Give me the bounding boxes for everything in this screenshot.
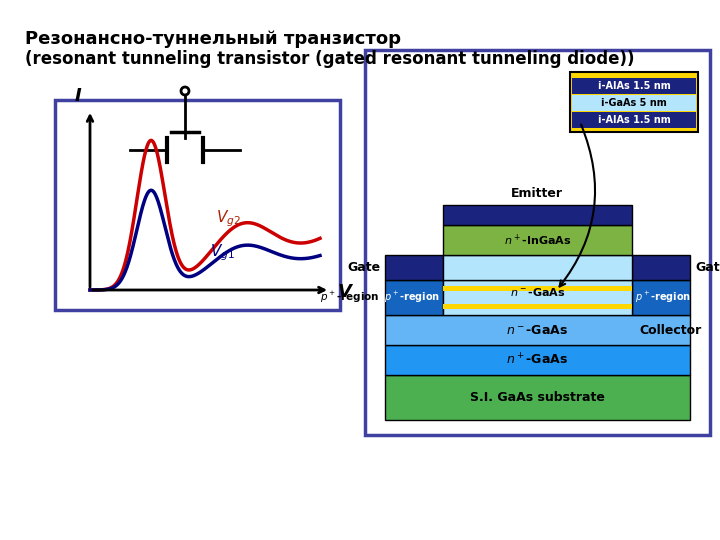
Text: $V_{g2}$: $V_{g2}$ — [217, 208, 241, 229]
Text: Gate: Gate — [695, 261, 720, 274]
Text: (resonant tunneling transistor (gated resonant tunneling diode)): (resonant tunneling transistor (gated re… — [25, 50, 634, 68]
Bar — [385, 315, 690, 345]
Bar — [443, 304, 632, 309]
Bar — [632, 280, 690, 315]
Text: $n^+$-GaAs: $n^+$-GaAs — [506, 352, 568, 368]
Text: $p^+$-region: $p^+$-region — [320, 290, 380, 305]
Text: Collector: Collector — [640, 323, 702, 336]
Text: V: V — [338, 283, 352, 301]
Bar — [365, 50, 710, 435]
Bar — [632, 255, 690, 280]
Text: Emitter: Emitter — [511, 187, 563, 200]
Bar — [385, 280, 443, 315]
Polygon shape — [185, 138, 203, 162]
Bar — [385, 345, 690, 375]
Text: Резонансно-туннельный транзистор: Резонансно-туннельный транзистор — [25, 30, 401, 48]
Text: i-GaAs 5 nm: i-GaAs 5 nm — [601, 98, 667, 108]
Bar — [572, 78, 696, 94]
Text: I: I — [75, 87, 81, 105]
Bar — [385, 255, 443, 280]
Text: $p^+$-region: $p^+$-region — [635, 290, 691, 305]
Text: $n^-$-GaAs: $n^-$-GaAs — [510, 287, 565, 299]
Bar — [570, 72, 698, 132]
Polygon shape — [167, 138, 185, 162]
Bar — [572, 95, 696, 111]
Text: S.I. GaAs substrate: S.I. GaAs substrate — [469, 391, 604, 404]
Text: $n^+$-InGaAs: $n^+$-InGaAs — [504, 232, 571, 248]
Text: $n^-$-GaAs: $n^-$-GaAs — [506, 323, 568, 336]
Bar — [572, 112, 696, 128]
Bar — [385, 375, 690, 420]
Text: Gate: Gate — [347, 261, 380, 274]
Bar — [443, 255, 632, 280]
Bar — [443, 225, 632, 255]
Bar — [55, 100, 340, 310]
Bar — [443, 286, 632, 291]
Text: i-AlAs 1.5 nm: i-AlAs 1.5 nm — [598, 81, 670, 91]
Text: $p^+$-region: $p^+$-region — [384, 290, 440, 305]
Text: $V_{g1}$: $V_{g1}$ — [210, 242, 235, 263]
Bar — [443, 280, 632, 315]
Text: i-AlAs 1.5 nm: i-AlAs 1.5 nm — [598, 115, 670, 125]
Bar — [443, 205, 632, 225]
